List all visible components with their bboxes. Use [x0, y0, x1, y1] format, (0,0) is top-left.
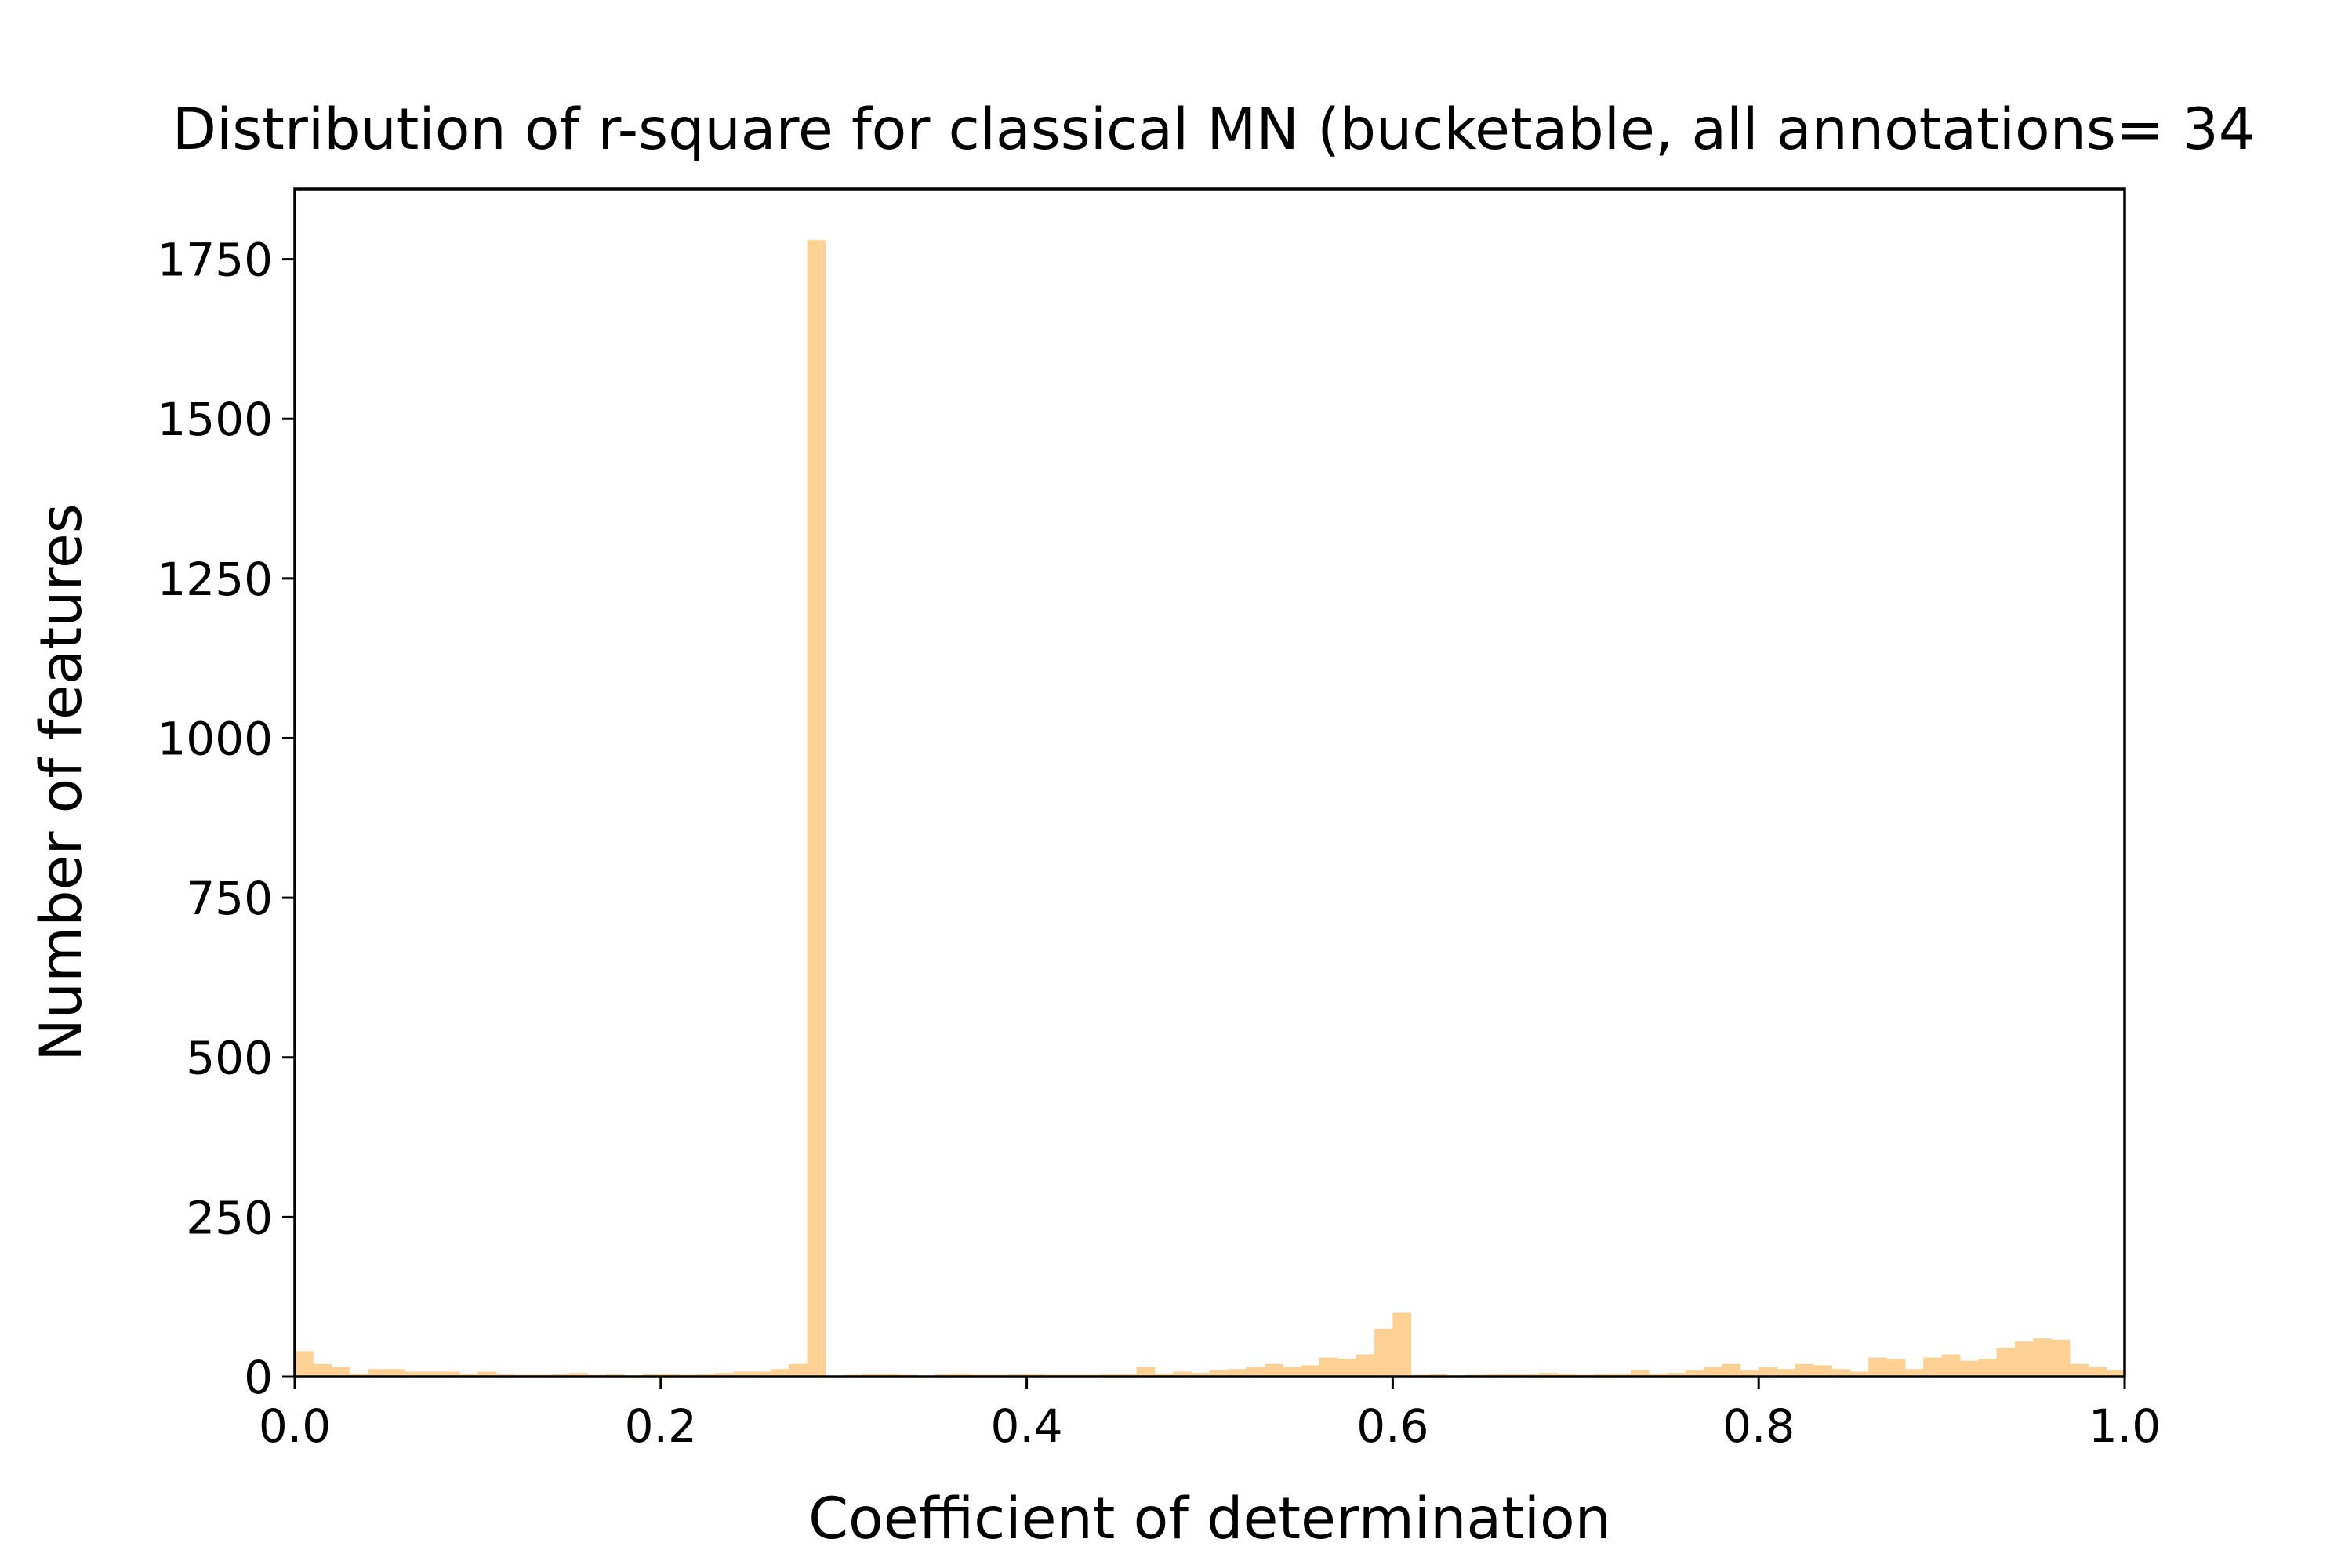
histogram-bar	[477, 1371, 497, 1377]
histogram-bar	[1795, 1363, 1814, 1377]
histogram-bar	[1941, 1354, 1961, 1377]
histogram-bar	[2069, 1363, 2089, 1377]
histogram-bar	[1356, 1354, 1375, 1377]
y-tick-label: 750	[186, 872, 273, 925]
histogram-bar	[1868, 1357, 1887, 1377]
histogram-bar	[752, 1371, 771, 1377]
y-tick-label: 1500	[157, 393, 273, 446]
histogram-bar	[569, 1373, 588, 1377]
histogram-bar	[1392, 1312, 1412, 1377]
histogram-bar	[1740, 1370, 1759, 1377]
histogram-bar	[2014, 1341, 2034, 1377]
histogram-bar	[1722, 1363, 1741, 1377]
histogram-bar	[807, 240, 826, 1377]
histogram-bar	[1849, 1371, 1869, 1377]
histogram-bar	[1923, 1357, 1942, 1377]
histogram-bar	[1996, 1348, 2016, 1377]
x-tick-label: 0.8	[1722, 1399, 1795, 1453]
histogram-bar	[770, 1369, 789, 1377]
histogram-bar	[1904, 1369, 1924, 1377]
histogram-bar	[2051, 1339, 2071, 1377]
x-tick-label: 1.0	[2089, 1399, 2161, 1453]
histogram-bar	[2106, 1370, 2125, 1377]
y-tick-label: 0	[244, 1351, 273, 1404]
y-axis-ticks: 0 250 500 750 1000 1250 1500 1750	[157, 234, 295, 1404]
y-axis-label: Number of features	[28, 503, 95, 1062]
histogram-bar	[313, 1363, 332, 1377]
histogram-bar	[1283, 1367, 1302, 1377]
histogram-bar	[386, 1369, 405, 1377]
histogram-bar	[368, 1369, 387, 1377]
y-tick-label: 1750	[157, 234, 273, 287]
histogram-bar	[1191, 1373, 1210, 1377]
histogram-bar	[1777, 1369, 1796, 1377]
histogram-bar	[789, 1363, 808, 1377]
histogram-bar	[331, 1367, 350, 1377]
histogram-bar	[1210, 1370, 1229, 1377]
histogram-bar	[405, 1371, 423, 1377]
histogram-bar	[862, 1373, 881, 1377]
x-tick-label: 0.2	[625, 1399, 697, 1453]
histogram-bar	[953, 1373, 972, 1377]
y-tick-label: 1000	[157, 712, 273, 765]
chart-title: Distribution of r-square for classical M…	[172, 96, 2255, 163]
histogram-bar	[1502, 1373, 1522, 1377]
histogram-bar	[715, 1373, 735, 1377]
histogram-bar	[1173, 1371, 1192, 1377]
histogram-bars	[295, 240, 2125, 1377]
histogram-bar	[350, 1373, 368, 1377]
histogram-bar	[1978, 1359, 1998, 1377]
histogram-bar	[423, 1371, 442, 1377]
histogram-bar	[1136, 1367, 1156, 1377]
histogram-bar	[1831, 1369, 1851, 1377]
histogram-bar	[1154, 1373, 1174, 1377]
histogram-bar	[1630, 1370, 1650, 1377]
x-axis-label: Coefficient of determination	[808, 1486, 1611, 1552]
histogram-bar	[1886, 1359, 1906, 1377]
y-tick-label: 250	[186, 1191, 273, 1244]
histogram-bar	[1959, 1360, 1979, 1377]
histogram-bar	[880, 1373, 899, 1377]
x-tick-label: 0.4	[990, 1399, 1062, 1453]
x-tick-label: 0.6	[1356, 1399, 1428, 1453]
x-axis-ticks: 0.0 0.2 0.4 0.6 0.8 1.0	[259, 1377, 2161, 1453]
histogram-bar	[1649, 1373, 1668, 1377]
histogram-bar	[2088, 1367, 2107, 1377]
histogram-bar	[1319, 1357, 1338, 1377]
histogram-bar	[1557, 1373, 1577, 1377]
histogram-bar	[1301, 1365, 1320, 1377]
histogram-bar	[1338, 1359, 1357, 1377]
x-tick-label: 0.0	[259, 1399, 331, 1453]
histogram-bar	[1539, 1373, 1558, 1377]
y-tick-label: 1250	[157, 553, 273, 606]
histogram-bar	[1612, 1373, 1632, 1377]
histogram-bar	[1685, 1370, 1704, 1377]
plot-frame	[293, 187, 2126, 1378]
histogram-bar	[1374, 1328, 1393, 1377]
histogram-bar	[1265, 1363, 1283, 1377]
histogram-bar	[441, 1371, 460, 1377]
histogram-bar	[1813, 1365, 1832, 1377]
histogram-bar	[1759, 1367, 1777, 1377]
y-tick-label: 500	[186, 1032, 273, 1085]
histogram-bar	[295, 1351, 314, 1377]
histogram-bar	[1704, 1367, 1722, 1377]
histogram-bar	[459, 1373, 478, 1377]
histogram-bar	[1667, 1373, 1686, 1377]
histogram-bar	[1228, 1369, 1247, 1377]
histogram-bar	[734, 1371, 753, 1377]
histogram-bar	[2033, 1338, 2053, 1377]
histogram-bar	[1246, 1367, 1265, 1377]
